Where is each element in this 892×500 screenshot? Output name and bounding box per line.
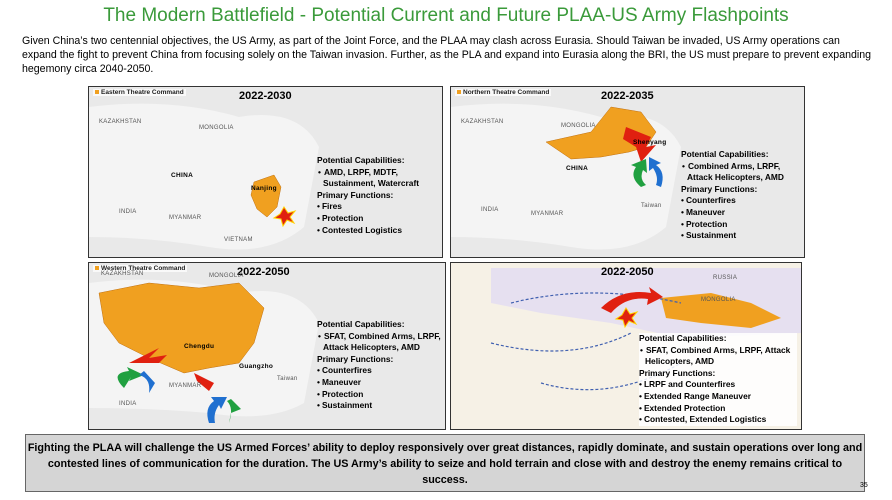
- capabilities-list: Combined Arms, LRPF, Attack Helicopters,…: [681, 161, 799, 184]
- functions-list: CounterfiresManeuverProtectionSustainmen…: [317, 365, 442, 411]
- page-number: 35: [860, 482, 868, 489]
- capability: SFAT, Combined Arms, LRPF, Attack Helico…: [639, 345, 797, 368]
- conclusion-box: Fighting the PLAA will challenge the US …: [25, 434, 865, 492]
- map-label: INDIA: [481, 207, 499, 213]
- theatre-label: Northern Theatre Command: [455, 89, 552, 96]
- capabilities-box: Potential Capabilities: AMD, LRPF, MDTF, …: [317, 155, 437, 236]
- capabilities-heading: Potential Capabilities:: [639, 333, 727, 343]
- theatre-label: Western Theatre Command: [93, 265, 188, 272]
- map-label: INDIA: [119, 209, 137, 215]
- map-panel: Western Theatre Command 2022-2050 KAZAKHST…: [88, 262, 446, 430]
- function: Sustainment: [681, 230, 799, 242]
- map-label: VIETNAM: [224, 237, 253, 243]
- map-label: CHINA: [171, 172, 194, 179]
- map-label: Nanjing: [251, 185, 277, 192]
- map-label: MYANMAR: [169, 383, 202, 389]
- map-label: MONGOLIA: [701, 297, 736, 303]
- map: [490, 268, 801, 391]
- functions-list: FiresProtectionContested Logistics: [317, 201, 437, 236]
- map: [89, 279, 319, 423]
- period-label: 2022-2030: [239, 90, 292, 102]
- map-label: KAZAKHSTAN: [99, 119, 142, 125]
- functions-heading: Primary Functions:: [681, 183, 758, 194]
- intro-text: Given China’s two centennial objectives,…: [22, 35, 872, 75]
- function: Protection: [317, 213, 437, 225]
- map-label: KAZAKHSTAN: [101, 271, 144, 277]
- function: Contested Logistics: [317, 225, 437, 237]
- map: [89, 103, 319, 250]
- functions-heading: Primary Functions:: [639, 367, 716, 378]
- map-label: CHINA: [566, 165, 589, 172]
- map-panel: Northern Theatre Command 2022-2035 KAZAKHS…: [450, 86, 805, 258]
- function: Extended Protection: [639, 403, 797, 415]
- map-label: MONGOLIA: [199, 125, 234, 131]
- capabilities-heading: Potential Capabilities:: [317, 155, 405, 165]
- map-label: MYANMAR: [169, 215, 202, 221]
- functions-heading: Primary Functions:: [317, 189, 394, 200]
- slide-title: The Modern Battlefield - Potential Curre…: [103, 5, 789, 26]
- capabilities-list: AMD, LRPF, MDTF, Sustainment, Watercraft: [317, 167, 437, 190]
- map-label: RUSSIA: [713, 275, 738, 281]
- function: Counterfires: [317, 365, 442, 377]
- capabilities-box: Potential Capabilities: Combined Arms, LR…: [681, 149, 799, 242]
- capabilities-list: SFAT, Combined Arms, LRPF, Attack Helico…: [639, 345, 797, 368]
- map-label: Taiwan: [277, 376, 298, 382]
- map-label: KAZAKHSTAN: [461, 119, 504, 125]
- capabilities-box: Potential Capabilities: SFAT, Combined Ar…: [317, 319, 442, 412]
- map-label: Guangzho: [239, 363, 274, 370]
- functions-heading: Primary Functions:: [317, 353, 394, 364]
- function: Extended Range Maneuver: [639, 391, 797, 403]
- function: Fires: [317, 201, 437, 213]
- capabilities-heading: Potential Capabilities:: [681, 149, 769, 159]
- map-panel: Eastern Theatre Command 2022-2030 KAZAKHST…: [88, 86, 443, 258]
- map-label: Shenyang: [633, 139, 667, 146]
- period-label: 2022-2050: [601, 266, 654, 278]
- function: Contested, Extended Logistics: [639, 414, 797, 426]
- function: Maneuver: [681, 207, 799, 219]
- map: [451, 103, 681, 250]
- capabilities-list: SFAT, Combined Arms, LRPF, Attack Helico…: [317, 331, 442, 354]
- map-label: MYANMAR: [531, 211, 564, 217]
- capability: SFAT, Combined Arms, LRPF, Attack Helico…: [317, 331, 442, 354]
- map-label: MONGOLIA: [209, 273, 244, 279]
- capabilities-box: Potential Capabilities: SFAT, Combined Ar…: [639, 333, 797, 426]
- map-label: Chengdu: [184, 343, 215, 350]
- map-panel: 2022-2050 RUSSIA MONGOLIA Potential Capabil…: [450, 262, 802, 430]
- function: Sustainment: [317, 400, 442, 412]
- map-label: INDIA: [119, 401, 137, 407]
- function: LRPF and Counterfires: [639, 379, 797, 391]
- capabilities-heading: Potential Capabilities:: [317, 319, 405, 329]
- map-label: Taiwan: [641, 203, 662, 209]
- function: Protection: [317, 389, 442, 401]
- period-label: 2022-2035: [601, 90, 654, 102]
- function: Counterfires: [681, 195, 799, 207]
- functions-list: LRPF and CounterfiresExtended Range Mane…: [639, 379, 797, 425]
- functions-list: CounterfiresManeuverProtectionSustainmen…: [681, 195, 799, 241]
- function: Maneuver: [317, 377, 442, 389]
- period-label: 2022-2050: [237, 266, 290, 278]
- theatre-label: Eastern Theatre Command: [93, 89, 186, 96]
- capability: Combined Arms, LRPF, Attack Helicopters,…: [681, 161, 799, 184]
- capability: AMD, LRPF, MDTF, Sustainment, Watercraft: [317, 167, 437, 190]
- map-label: MONGOLIA: [561, 123, 596, 129]
- function: Protection: [681, 219, 799, 231]
